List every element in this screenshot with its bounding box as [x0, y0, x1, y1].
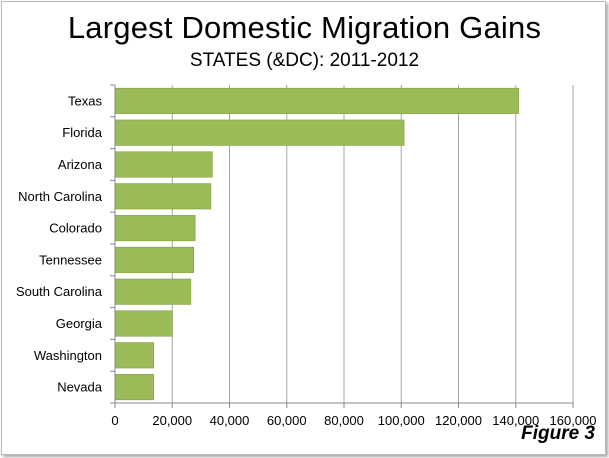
x-tick-label: 160,000 — [550, 413, 597, 428]
bar — [114, 87, 519, 114]
bar — [114, 374, 154, 401]
axes — [110, 84, 574, 408]
x-tick-label: 20,000 — [152, 413, 192, 428]
chart-title: Largest Domestic Migration Gains — [67, 10, 542, 45]
bar — [114, 183, 212, 210]
x-tick-label: 80,000 — [324, 413, 364, 428]
category-label: Colorado — [49, 221, 102, 236]
figure-label: Figure 3 — [521, 423, 595, 444]
x-tick-labels: 0 20,000 40,000 60,000 80,000 100,000 120,000 1… — [111, 413, 596, 428]
bar — [114, 119, 405, 146]
x-tick-label: 40,000 — [210, 413, 250, 428]
category-label: Washington — [34, 348, 102, 363]
category-label: Tennessee — [39, 252, 102, 267]
category-label: North Carolina — [18, 189, 103, 204]
category-label: Florida — [62, 125, 103, 140]
chart-subtitle: STATES (&DC): 2011-2012 — [189, 50, 420, 71]
x-tick-label: 0 — [111, 413, 118, 428]
x-tick-label: 60,000 — [267, 413, 307, 428]
category-label: Texas — [68, 93, 102, 108]
x-tick-label: 140,000 — [492, 413, 539, 428]
bar — [114, 342, 154, 369]
bar — [114, 246, 195, 273]
category-label: Georgia — [56, 316, 103, 331]
bars — [114, 87, 519, 401]
x-tick-label: 100,000 — [378, 413, 425, 428]
x-tick-label: 120,000 — [435, 413, 482, 428]
category-label: South Carolina — [16, 284, 103, 299]
category-label: Nevada — [57, 380, 103, 395]
bar — [114, 151, 213, 178]
category-labels: Texas Florida Arizona North Carolina Colorad… — [16, 93, 103, 394]
bar — [114, 215, 196, 242]
bar — [114, 310, 173, 337]
bar — [114, 278, 192, 305]
category-label: Arizona — [58, 157, 103, 172]
